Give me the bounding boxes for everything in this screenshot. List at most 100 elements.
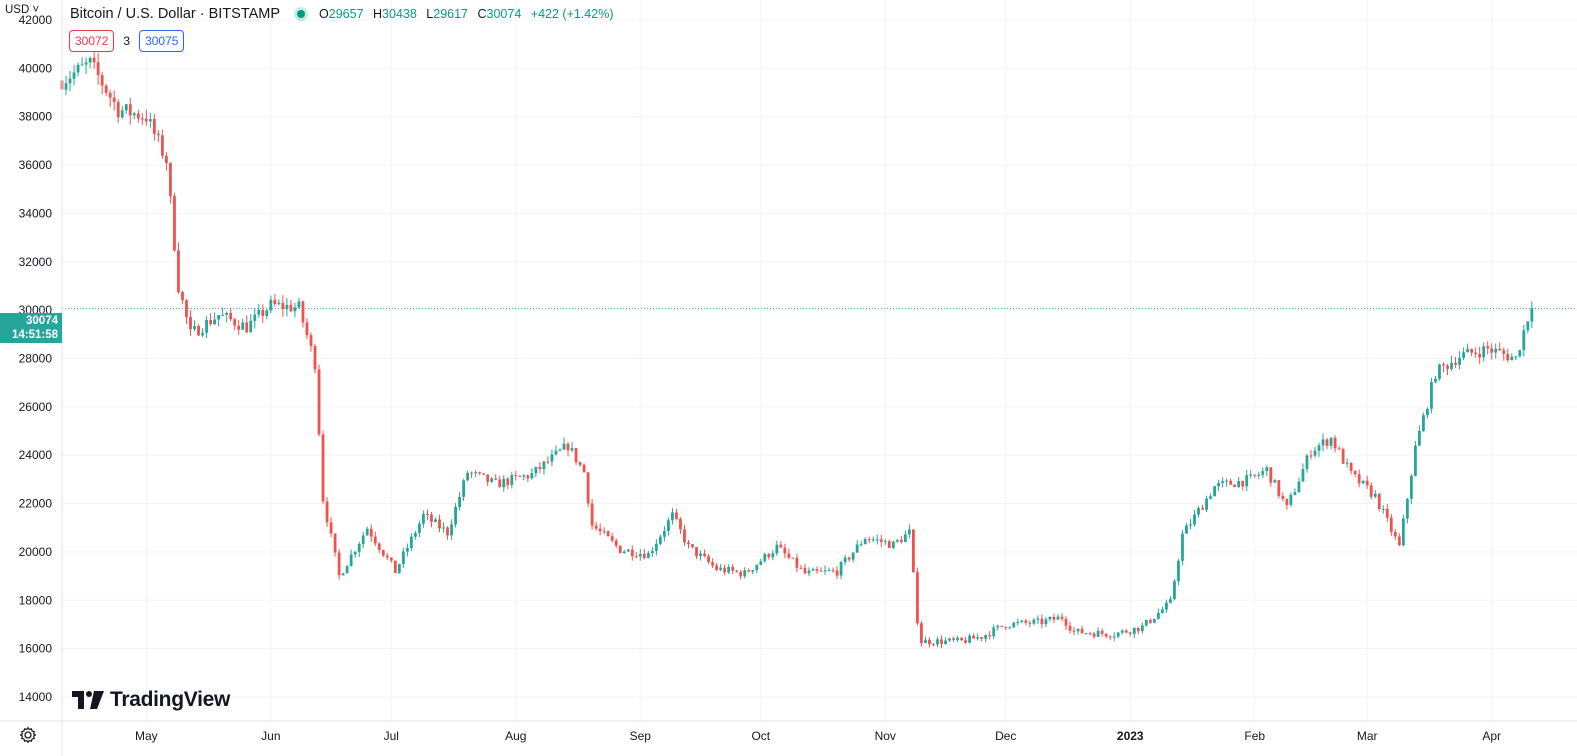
candle — [450, 519, 453, 540]
candle-body — [867, 539, 871, 541]
candle — [257, 303, 261, 318]
candle — [558, 448, 562, 452]
candle — [1197, 506, 1200, 518]
buy-price-button[interactable]: 30075 — [139, 30, 185, 52]
candle — [1177, 558, 1180, 586]
candle-body — [1064, 618, 1068, 626]
candle-body — [996, 625, 1000, 628]
candle — [88, 56, 92, 68]
candle-body — [100, 75, 104, 86]
candle — [337, 548, 341, 580]
candle — [1490, 343, 1494, 360]
candle-body — [658, 536, 662, 544]
candle — [699, 550, 702, 561]
candle-body — [128, 104, 132, 116]
candle — [1313, 446, 1317, 458]
candle-body — [683, 529, 686, 543]
candle — [1361, 480, 1365, 485]
candle — [574, 447, 578, 466]
candle — [518, 475, 522, 478]
candle — [418, 520, 421, 538]
candle-body — [1100, 630, 1104, 634]
candle-body — [309, 335, 313, 347]
settings-gear-icon[interactable] — [19, 726, 37, 749]
x-tick-label: 2023 — [1117, 729, 1144, 743]
candle — [1514, 355, 1518, 361]
candle-body — [775, 544, 779, 554]
candle-body — [1506, 353, 1510, 361]
candle — [1333, 435, 1337, 453]
candle-body — [1028, 622, 1032, 624]
ohlc-values: O29657 H30438 L29617 C30074 +422 (+1.42%… — [319, 7, 619, 21]
candle — [538, 462, 542, 474]
candle-body — [980, 637, 984, 639]
candle — [1160, 606, 1164, 614]
candle — [711, 558, 714, 569]
market-status-icon[interactable] — [297, 10, 306, 18]
currency-selector[interactable]: USD ˅ — [5, 4, 39, 16]
candle — [847, 556, 851, 562]
candle-body — [1213, 486, 1216, 497]
candle — [1152, 618, 1156, 624]
candle-body — [948, 638, 951, 641]
candle — [120, 106, 124, 120]
tradingview-logo[interactable]: TradingView — [72, 688, 230, 712]
price-axis[interactable]: 14000 16000 18000 20000 22000 24000 26000 28000… — [19, 13, 53, 704]
candle-body — [1434, 378, 1437, 382]
candle — [1434, 375, 1437, 384]
candle — [217, 315, 221, 327]
last-price-value: 30074 — [26, 315, 58, 327]
candle — [1100, 628, 1104, 637]
candle — [851, 552, 855, 563]
sell-price-button[interactable]: 30072 — [69, 30, 115, 52]
candle — [755, 564, 759, 574]
y-tick-label: 26000 — [19, 400, 53, 414]
x-tick-label: Aug — [505, 729, 526, 743]
candle-body — [1297, 481, 1301, 493]
candle — [165, 152, 168, 171]
candle — [883, 539, 887, 546]
candle — [397, 563, 401, 575]
candle — [64, 75, 68, 96]
candle — [116, 99, 120, 123]
candle-body — [160, 135, 164, 156]
candle — [305, 318, 309, 340]
candle — [683, 524, 686, 546]
candle-body — [687, 542, 690, 545]
candle-body — [136, 113, 140, 119]
candle — [1217, 479, 1221, 492]
candle-body — [177, 250, 180, 293]
candle-body — [1490, 348, 1494, 353]
candle-body — [691, 544, 694, 548]
candle — [285, 297, 289, 317]
candle — [658, 534, 662, 546]
candle — [1253, 474, 1257, 478]
candle — [1052, 613, 1056, 623]
candle-body — [1317, 445, 1321, 451]
candle — [542, 460, 546, 475]
candle-body — [1197, 508, 1200, 515]
candle — [273, 294, 277, 307]
candle-body — [361, 535, 365, 545]
x-tick-label: Sep — [630, 729, 652, 743]
candle — [422, 510, 425, 528]
candle-body — [984, 635, 988, 639]
candle — [1012, 621, 1016, 629]
candle-body — [245, 322, 249, 333]
candle — [526, 474, 530, 483]
candle — [1225, 478, 1229, 487]
candle — [233, 317, 237, 331]
candle-body — [1293, 492, 1297, 495]
candle-body — [1225, 480, 1229, 482]
candle — [136, 109, 140, 123]
candle — [1349, 462, 1353, 475]
candle-body — [1148, 619, 1152, 623]
symbol-title[interactable]: Bitcoin / U.S. Dollar · BITSTAMP — [70, 6, 281, 22]
candle — [173, 192, 176, 252]
candle — [1092, 631, 1096, 639]
time-axis[interactable]: May Jun Jul Aug Sep Oct Nov Dec 2023 Feb Mar Apr — [135, 729, 1501, 743]
candle — [1128, 631, 1132, 637]
candle-body — [1510, 356, 1514, 361]
candle-body — [253, 314, 257, 321]
